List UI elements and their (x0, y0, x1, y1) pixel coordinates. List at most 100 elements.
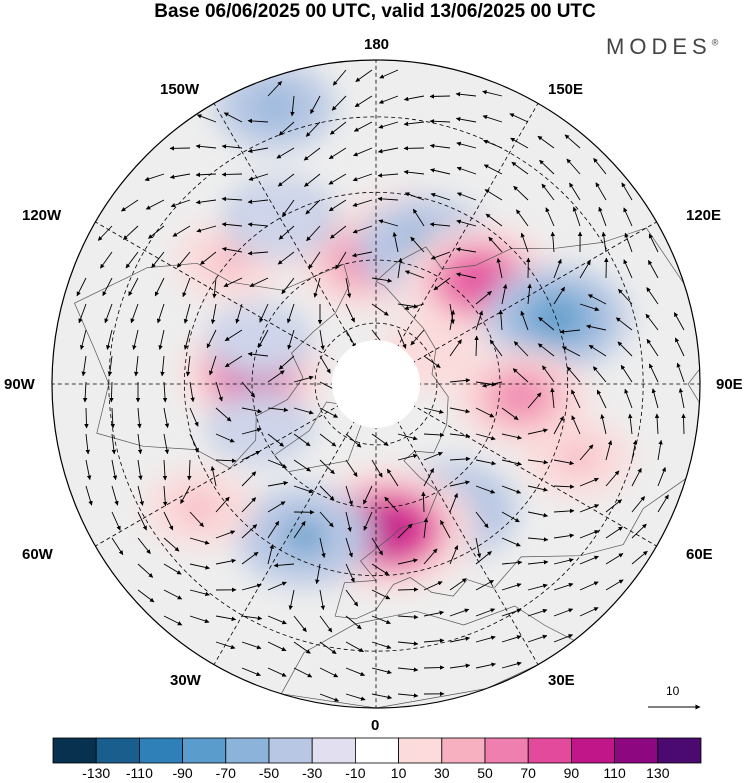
wind-arrow (501, 407, 519, 421)
wind-arrow (241, 583, 262, 591)
wind-arrow (423, 355, 441, 368)
lon-label-60w: 60W (22, 546, 53, 563)
wind-arrow (553, 558, 574, 565)
wind-arrow (403, 169, 425, 175)
wind-arrow (485, 213, 503, 227)
wind-arrow (355, 69, 373, 82)
colorbar-swatch (614, 737, 659, 764)
colorbar-tick-label: 90 (563, 765, 580, 781)
wind-arrow (282, 199, 295, 217)
wind-arrow (145, 199, 165, 210)
wind-arrow (475, 459, 497, 466)
wind-arrow (624, 232, 633, 253)
wind-arrow (281, 277, 295, 295)
wind-arrow (258, 329, 269, 348)
wind-arrow (78, 303, 87, 324)
wind-arrow (475, 635, 496, 643)
colorbar-swatch (52, 737, 97, 764)
wind-arrow (293, 641, 311, 654)
wind-arrow (631, 550, 648, 565)
wind-arrow (267, 667, 287, 677)
wind-arrow (345, 537, 353, 558)
wind-arrow (247, 251, 269, 256)
wind-arrow (148, 225, 165, 239)
wind-arrow (273, 563, 295, 568)
wind-arrow (513, 341, 529, 357)
wind-arrow (235, 303, 243, 324)
wind-arrow (423, 581, 443, 591)
wind-arrow (137, 433, 143, 455)
wind-arrow (163, 433, 170, 455)
wind-arrow (571, 415, 581, 435)
wind-arrow (249, 277, 269, 288)
wind-arrow (288, 589, 295, 611)
colorbar-tick-label: -30 (302, 765, 323, 781)
wind-arrow (313, 277, 321, 298)
wind-arrow (618, 288, 633, 305)
wind-arrow (681, 413, 686, 435)
wind-arrow (631, 496, 646, 513)
wind-arrow (210, 303, 217, 325)
wind-arrow (172, 225, 191, 237)
wind-arrow (196, 114, 217, 123)
wind-arrow (189, 537, 210, 545)
wind-arrow (200, 251, 217, 265)
wind-arrow (162, 459, 168, 481)
wind-arrow (449, 608, 470, 617)
wind-arrow (501, 661, 522, 669)
wind-arrow (332, 69, 347, 86)
wind-arrow (403, 121, 425, 127)
wind-arrow (404, 270, 425, 279)
wind-arrow (371, 615, 391, 625)
wind-arrow (423, 548, 438, 565)
colorbar-swatch (527, 737, 572, 764)
wind-arrow (553, 258, 562, 279)
wind-arrow (319, 537, 326, 558)
colorbar-tick-label: -110 (125, 765, 153, 781)
wind-arrow (267, 544, 274, 565)
anomaly-core (361, 508, 417, 550)
wind-arrow (287, 329, 295, 350)
wind-arrow (223, 277, 243, 287)
wind-arrow (429, 119, 451, 124)
wind-arrow (501, 433, 522, 440)
wind-arrow (319, 485, 335, 501)
anomaly-core (283, 520, 327, 553)
wind-arrow (247, 199, 269, 204)
wind-arrow (483, 164, 503, 175)
wind-arrow (527, 428, 548, 435)
wind-arrow (587, 294, 607, 305)
colorbar-tick-label: 110 (603, 765, 626, 781)
wind-arrow (104, 303, 113, 324)
wind-arrow (483, 139, 503, 149)
wind-arrow (645, 313, 659, 331)
wind-arrow (475, 407, 495, 418)
wind-arrow (315, 563, 321, 585)
wind-arrow (561, 346, 581, 357)
wind-arrow (553, 533, 575, 539)
wind-arrow (501, 583, 522, 591)
wind-arrow (423, 638, 445, 643)
wind-arrow (107, 355, 113, 377)
wind-arrow (397, 453, 418, 461)
wind-arrow (550, 231, 556, 253)
wind-arrow (371, 589, 391, 600)
wind-arrow (579, 607, 599, 617)
wind-arrow (189, 615, 210, 624)
wind-arrow (631, 467, 642, 487)
wind-arrow (137, 485, 144, 506)
wind-arrow (678, 387, 685, 409)
wind-arrow (208, 355, 217, 376)
wind-arrow (513, 185, 529, 201)
lon-label-30w: 30W (170, 672, 201, 689)
wind-arrow (378, 121, 399, 129)
wind-arrow (605, 553, 624, 565)
wind-arrow (196, 225, 217, 233)
wind-arrow (267, 520, 280, 539)
wind-arrow (156, 303, 165, 324)
wind-arrow (241, 497, 257, 513)
wind-arrow (319, 459, 335, 475)
wind-arrow (378, 219, 399, 227)
wind-arrow (328, 173, 347, 185)
wind-arrow (221, 196, 243, 202)
